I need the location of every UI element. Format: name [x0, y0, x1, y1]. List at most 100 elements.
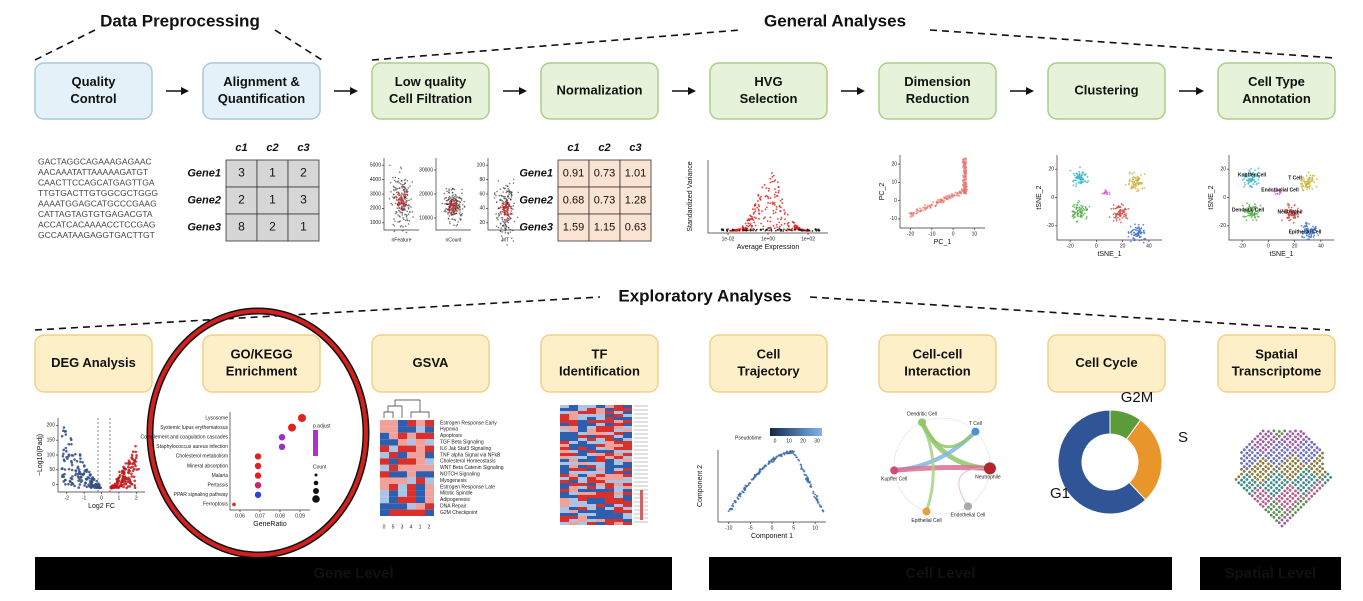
tick-label: 200	[47, 423, 56, 429]
point	[448, 192, 451, 194]
point	[1295, 213, 1297, 216]
point	[1083, 212, 1086, 215]
point	[758, 212, 760, 215]
point	[1252, 183, 1255, 185]
spot	[1296, 491, 1300, 495]
spot	[1291, 503, 1295, 506]
spot	[1250, 440, 1254, 444]
point	[747, 218, 750, 220]
tick-label: 40	[1146, 243, 1152, 249]
spot	[1264, 459, 1268, 462]
cell	[557, 186, 590, 215]
heat-cell	[587, 408, 596, 411]
point	[760, 229, 762, 232]
heat-cell	[614, 486, 623, 489]
point	[461, 188, 463, 191]
cell-value: 1.01	[625, 167, 646, 179]
point	[61, 454, 65, 458]
spot	[1269, 470, 1273, 474]
point	[1087, 180, 1090, 182]
heat-cell	[578, 417, 587, 420]
point	[1279, 191, 1282, 194]
heat-cell	[569, 468, 578, 471]
point	[943, 197, 946, 200]
point	[130, 453, 134, 457]
axis	[383, 158, 419, 231]
row-label: Gene2	[187, 194, 221, 206]
heat-cell	[587, 522, 596, 525]
heat-cell	[560, 498, 569, 501]
point	[509, 212, 512, 215]
point	[493, 193, 496, 196]
heat-cell	[569, 438, 578, 441]
heat-cell	[614, 519, 623, 522]
point	[1142, 231, 1145, 234]
point	[452, 194, 455, 196]
point	[1072, 214, 1075, 216]
point	[505, 184, 507, 187]
point	[443, 197, 446, 200]
point	[394, 220, 396, 222]
cell	[225, 159, 258, 188]
heat-cell	[623, 486, 632, 489]
heat-cell	[605, 408, 614, 411]
heat-cell	[398, 509, 407, 516]
point	[1140, 236, 1142, 238]
spot	[1253, 476, 1257, 479]
step-label: Interaction	[904, 363, 971, 378]
step-box	[878, 62, 997, 120]
phase-label: G1	[1050, 485, 1070, 502]
heat-cell	[380, 496, 389, 504]
heat-cell	[569, 519, 578, 522]
point	[399, 211, 402, 214]
point	[511, 229, 514, 232]
point	[749, 215, 752, 218]
heat-cell	[560, 513, 569, 516]
tick-label: 20000	[419, 191, 433, 197]
step-box	[540, 62, 659, 120]
point	[775, 455, 778, 458]
point	[923, 206, 926, 209]
spot	[1240, 472, 1243, 476]
heat-cell	[560, 483, 569, 486]
spot	[1286, 459, 1289, 462]
heat-cell	[605, 411, 614, 414]
heat-cell	[560, 486, 569, 489]
heat-cell	[416, 496, 425, 504]
point	[69, 476, 73, 480]
axis	[1056, 155, 1162, 241]
axis	[57, 418, 145, 493]
heat-cell	[605, 522, 614, 525]
point	[776, 181, 779, 184]
spot	[1313, 481, 1316, 485]
cell-value: 1.59	[563, 221, 584, 233]
point	[392, 223, 394, 226]
point	[916, 211, 919, 214]
point	[1071, 210, 1074, 213]
point	[78, 478, 82, 481]
spot	[1264, 448, 1268, 452]
spot	[1245, 484, 1249, 487]
point	[1108, 191, 1111, 194]
point	[450, 209, 453, 211]
point	[1133, 180, 1136, 183]
heat-cell	[389, 439, 398, 446]
point	[1302, 189, 1305, 192]
point	[128, 478, 131, 481]
spot	[1259, 481, 1262, 485]
heat-cell	[596, 417, 605, 420]
point	[1140, 174, 1142, 176]
spot	[1272, 446, 1276, 450]
spot	[1248, 486, 1251, 489]
heat-cell	[587, 477, 596, 480]
point	[767, 189, 770, 192]
point	[1138, 239, 1141, 242]
point	[393, 218, 395, 220]
cell-value: 0.73	[594, 167, 615, 179]
spot	[1288, 516, 1292, 520]
point	[134, 444, 137, 448]
point	[450, 206, 452, 208]
spot	[1313, 464, 1316, 468]
point	[403, 188, 405, 191]
point	[771, 180, 774, 183]
